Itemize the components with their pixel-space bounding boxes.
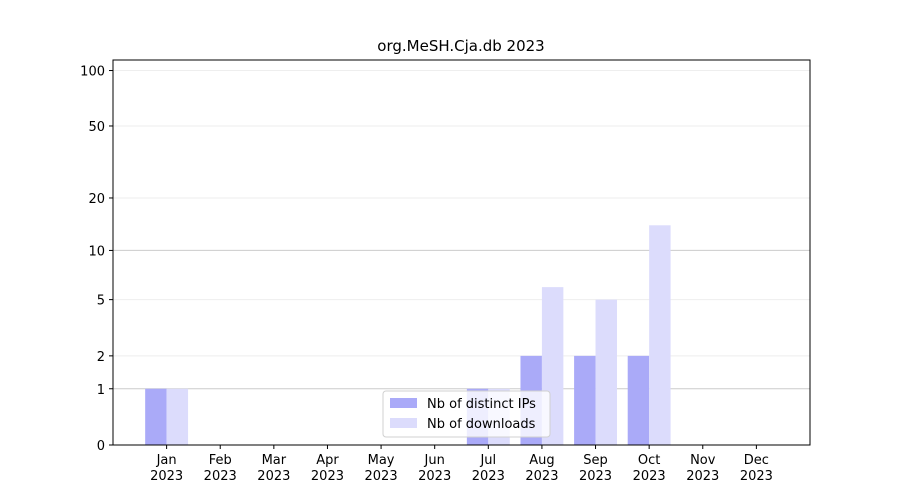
bar: [595, 299, 617, 445]
legend-box: [382, 390, 551, 438]
bar: [145, 388, 167, 445]
bar: [574, 355, 596, 445]
legend-label: Nb of downloads: [427, 417, 536, 432]
y-tick-label: 100: [80, 65, 105, 80]
bar: [627, 355, 650, 445]
y-tick-label: 2: [97, 350, 105, 365]
plot-frame: [112, 59, 811, 446]
chart-title: org.MeSH.Cja.db 2023: [377, 37, 544, 55]
legend-swatch: [390, 398, 417, 408]
x-tick-label: Sep 2023: [578, 453, 613, 484]
bar: [166, 388, 189, 445]
y-tick-label: 0: [97, 439, 105, 454]
y-tick-label: 10: [88, 244, 105, 259]
x-tick-label: May 2023: [364, 453, 398, 484]
y-tick-label: 1: [97, 383, 105, 398]
x-tick-label: Mar 2023: [257, 453, 291, 484]
y-tick-label: 5: [97, 294, 105, 309]
x-tick-label: Jul 2023: [471, 453, 505, 484]
legend: Nb of distinct IPs Nb of downloads: [382, 390, 551, 438]
x-tick-label: Feb 2023: [203, 453, 237, 484]
y-tick-label: 50: [88, 120, 105, 135]
x-tick-label: Apr 2023: [310, 453, 344, 484]
x-tick-label: Jan 2023: [150, 453, 184, 484]
x-tick-label: Dec 2023: [739, 453, 773, 484]
x-tick-label: Jun 2023: [418, 453, 452, 484]
x-tick-label: Aug 2023: [525, 453, 559, 484]
x-tick-label: Oct 2023: [632, 453, 666, 484]
bar: [649, 225, 671, 445]
x-tick-label: Nov 2023: [686, 453, 720, 484]
legend-label: Nb of distinct IPs: [427, 397, 536, 412]
y-tick-label: 20: [88, 192, 105, 207]
legend-swatch: [390, 418, 417, 428]
